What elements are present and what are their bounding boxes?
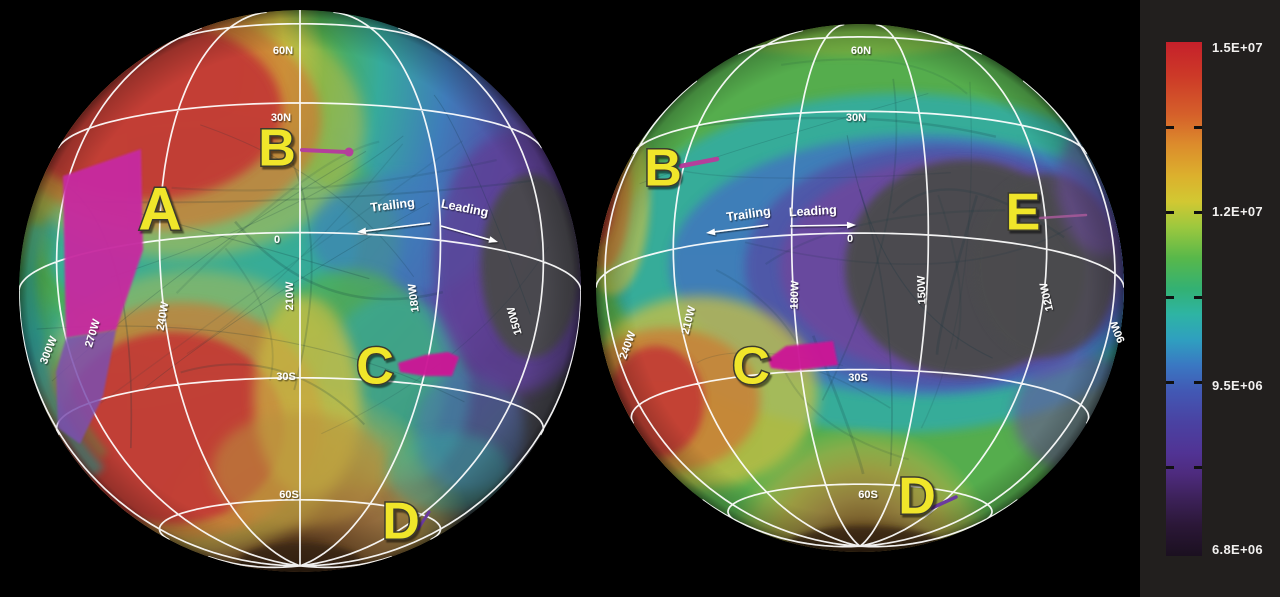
trailing-lat-label-60S: 60S (279, 489, 299, 501)
colorbar-tick (1194, 126, 1202, 129)
leading-lat-label-0: 0 (847, 233, 853, 245)
leading-limb-shading (596, 24, 1124, 552)
colorbar-tick (1166, 466, 1174, 469)
colorbar-tick (1166, 296, 1174, 299)
trailing-graticule (19, 10, 581, 569)
trailing-leading-arrowhead (488, 236, 498, 243)
colorbar-tick (1194, 211, 1202, 214)
trailing-trailing-arrowhead (357, 227, 367, 235)
leading-lon-label-150W: 150W (915, 275, 928, 305)
colorbar-tick (1194, 381, 1202, 384)
leading-trailing-label: Trailing (725, 204, 771, 224)
leading-leading-arrowhead (846, 221, 856, 229)
trailing-footprint-B (300, 148, 348, 154)
colorbar-tick (1194, 296, 1202, 299)
trailing-region-letter-B: B (258, 120, 296, 178)
leading-lon-label-180W: 180W (789, 280, 802, 310)
leading-region-letter-E: E (1006, 184, 1041, 242)
trailing-lat-label-60N: 60N (273, 45, 293, 57)
leading-lat-label-30S: 30S (848, 372, 868, 384)
trailing-lon-label-210W: 210W (284, 281, 296, 310)
trailing-lon-label-180W: 180W (406, 282, 421, 313)
colorbar-tick (1166, 381, 1174, 384)
leading-lat-label-30N: 30N (846, 112, 866, 124)
leading-lat-label-60S: 60S (858, 489, 878, 501)
colorbar-tick-label: 6.8E+06 (1212, 541, 1263, 557)
trailing-footprint-A-lower (56, 330, 116, 444)
leading-footprint-C (768, 341, 838, 371)
trailing-globe: Trailing Leading60N30N030S60S300W270W240W… (19, 10, 581, 572)
trailing-trailing-arrow (365, 222, 431, 232)
trailing-lat-label-30S: 30S (276, 371, 296, 383)
colorbar-tick (1166, 211, 1174, 214)
trailing-trailing-label: Trailing (370, 195, 416, 214)
leading-trailing-arrowhead (706, 228, 716, 236)
trailing-footprint-D (416, 510, 431, 531)
leading-leading-arrow (789, 224, 848, 227)
trailing-lon-label-240W: 240W (155, 300, 172, 331)
colorbar (1166, 42, 1202, 556)
trailing-region-letter-A: A (138, 176, 181, 243)
colorbar-tick-label: 1.2E+07 (1212, 204, 1263, 220)
leading-region-letter-C: C (732, 338, 770, 396)
trailing-footprint-B-dot (344, 147, 354, 157)
colorbar-tick-label: 9.5E+06 (1212, 377, 1263, 393)
leading-globe: Trailing Leading60N30N030S60S240W210W180W… (596, 24, 1128, 552)
trailing-footprint-A (63, 149, 143, 338)
leading-region-letter-B: B (644, 140, 682, 198)
trailing-footprint-C (398, 352, 459, 376)
trailing-region-letter-D: D (382, 493, 420, 551)
colorbar-tick (1166, 126, 1174, 129)
trailing-lat-label-30N: 30N (271, 112, 291, 124)
leading-footprint-E (1038, 213, 1088, 220)
leading-leading-label: Leading (788, 203, 837, 219)
leading-region-letter-D: D (898, 468, 936, 526)
trailing-leading-arrow (440, 225, 490, 241)
colorbar-tick-label: 1.5E+07 (1212, 40, 1263, 56)
colorbar-panel: 1.5E+07 1.2E+07 9.5E+06 6.8E+06 (1140, 0, 1280, 597)
colorbar-tick (1194, 466, 1202, 469)
leading-graticule (596, 24, 1124, 548)
leading-footprint-B (678, 156, 720, 169)
trailing-region-letter-C: C (356, 338, 394, 396)
leading-lat-label-60N: 60N (851, 45, 871, 57)
leading-trailing-arrow (714, 224, 769, 233)
leading-footprint-D (930, 495, 958, 510)
trailing-lat-label-0: 0 (274, 234, 280, 246)
